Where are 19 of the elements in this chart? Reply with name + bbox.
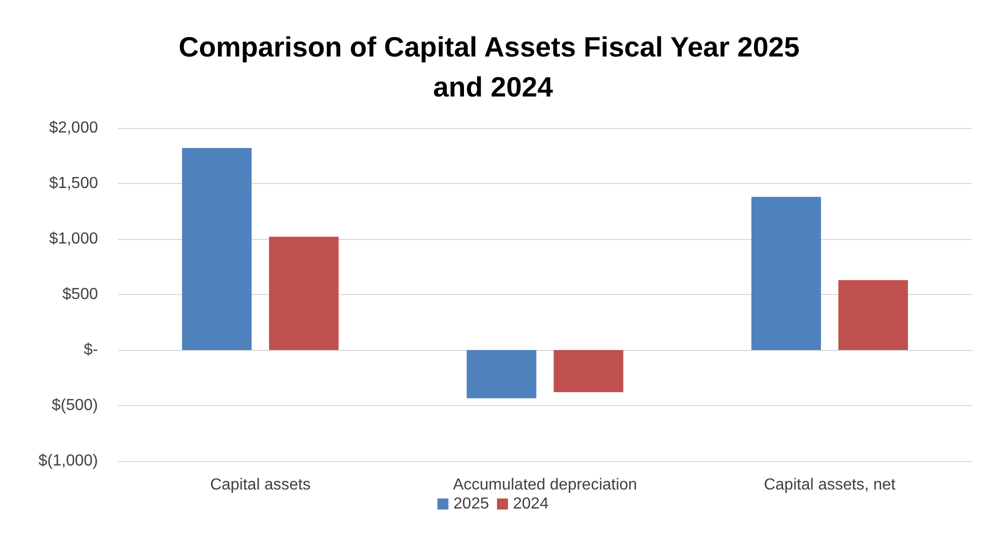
y-tick-label: $(500): [52, 397, 98, 414]
bar: [838, 280, 908, 350]
y-tick-label: $1,000: [49, 230, 98, 248]
y-tick-label: $2,000: [49, 120, 98, 136]
bar: [466, 350, 536, 398]
x-tick-label: Capital assets, net: [764, 476, 896, 494]
legend-label: 2025: [453, 496, 490, 512]
x-tick-label: Accumulated depreciation: [452, 476, 638, 494]
y-tick-label: $1,500: [49, 175, 98, 192]
bar: [269, 236, 339, 350]
y-tick-label: $(1,000): [38, 452, 98, 470]
bar: [751, 196, 821, 350]
chart-title: Comparison of Capital Assets Fiscal Year 2025 and 2024: [178, 32, 808, 102]
bar: [554, 350, 624, 392]
y-tick-label: $-: [84, 342, 98, 358]
x-tick-label: Capital assets: [210, 476, 311, 494]
legend-label: 2024: [513, 496, 549, 512]
y-tick-label: $500: [62, 286, 98, 303]
bar: [182, 148, 252, 350]
